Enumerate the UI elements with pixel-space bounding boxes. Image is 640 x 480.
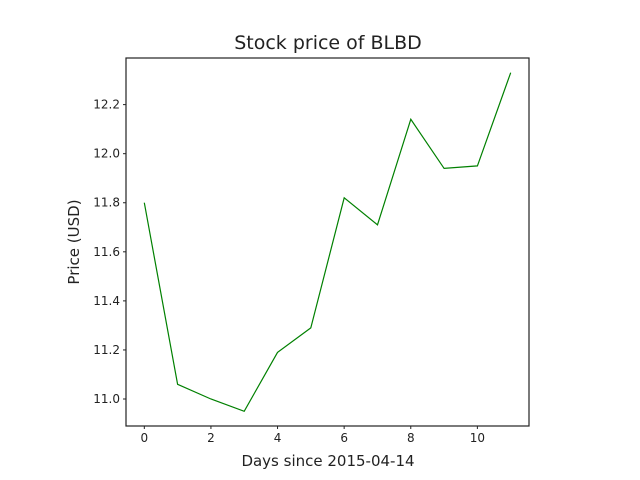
y-tick-label: 11.0: [93, 392, 120, 406]
y-tick-label: 11.8: [93, 196, 120, 210]
y-axis-ticks: 11.0 11.2 11.4 11.6 11.8 12.0 12.2: [93, 98, 126, 406]
y-tick-label: 12.2: [93, 98, 120, 112]
x-axis-label: Days since 2015-04-14: [241, 452, 414, 470]
y-tick-label: 12.0: [93, 147, 120, 161]
price-series-line: [143, 72, 512, 413]
x-tick-label: 10: [470, 431, 485, 445]
x-tick-label: 8: [407, 431, 415, 445]
plot-frame: [125, 57, 530, 427]
x-tick-label: 6: [340, 431, 348, 445]
y-tick-label: 11.6: [93, 245, 120, 259]
series-layer: [143, 72, 512, 413]
x-tick-label: 4: [274, 431, 282, 445]
y-axis-label: Price (USD): [65, 199, 83, 284]
x-tick-label: 0: [140, 431, 148, 445]
x-tick-label: 2: [207, 431, 215, 445]
x-axis-ticks: 0 2 4 6 8 10: [140, 426, 485, 445]
chart-title: Stock price of BLBD: [234, 32, 422, 54]
y-tick-label: 11.2: [93, 343, 120, 357]
y-tick-label: 11.4: [93, 294, 120, 308]
